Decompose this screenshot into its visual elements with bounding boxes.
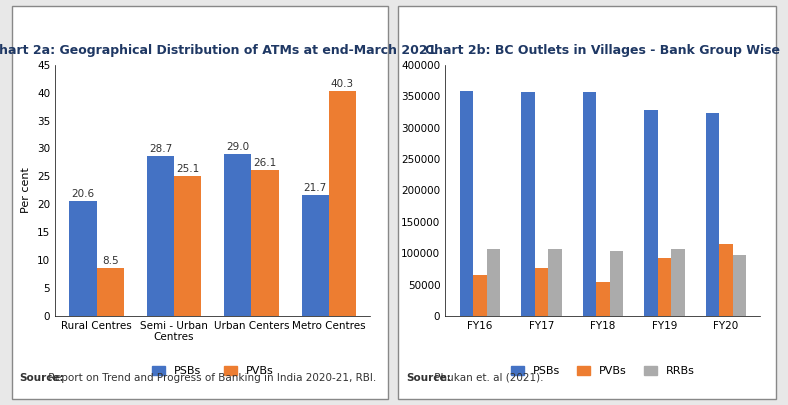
Bar <box>719 244 733 316</box>
Title: Chart 2b: BC Outlets in Villages - Bank Group Wise: Chart 2b: BC Outlets in Villages - Bank … <box>426 44 780 57</box>
Bar <box>473 275 487 316</box>
Bar <box>174 176 201 316</box>
Title: Chart 2a: Geographical Distribution of ATMs at end-March 2021: Chart 2a: Geographical Distribution of A… <box>0 44 436 57</box>
Text: 29.0: 29.0 <box>226 142 250 152</box>
Bar <box>657 258 671 316</box>
Legend: PSBs, PVBs: PSBs, PVBs <box>147 361 278 381</box>
Bar <box>671 249 685 316</box>
Bar <box>534 268 548 316</box>
Text: 25.1: 25.1 <box>176 164 199 174</box>
Bar <box>69 201 97 316</box>
Bar <box>521 92 534 316</box>
Bar <box>705 113 719 316</box>
Text: Source:: Source: <box>20 373 65 383</box>
Bar <box>644 110 657 316</box>
Bar <box>225 154 251 316</box>
Text: 40.3: 40.3 <box>331 79 354 89</box>
Bar <box>487 249 500 316</box>
Y-axis label: Per cent: Per cent <box>21 167 32 213</box>
Text: 20.6: 20.6 <box>72 189 95 199</box>
Bar <box>147 156 174 316</box>
Text: Report on Trend and Progress of Banking in India 2020-21, RBI.: Report on Trend and Progress of Banking … <box>44 373 376 383</box>
Text: Source:: Source: <box>406 373 451 383</box>
Bar <box>97 269 124 316</box>
Text: 21.7: 21.7 <box>303 183 327 193</box>
Bar <box>251 170 279 316</box>
Bar <box>459 91 473 316</box>
Legend: PSBs, PVBs, RRBs: PSBs, PVBs, RRBs <box>507 361 699 381</box>
Text: 28.7: 28.7 <box>149 143 172 153</box>
Text: Phukan et. al (2021).: Phukan et. al (2021). <box>430 373 543 383</box>
Text: 8.5: 8.5 <box>102 256 118 266</box>
Bar <box>733 255 746 316</box>
Bar <box>548 249 562 316</box>
Bar <box>610 251 623 316</box>
Text: 26.1: 26.1 <box>254 158 277 168</box>
Bar <box>596 282 610 316</box>
Bar <box>302 195 329 316</box>
Bar <box>329 91 356 316</box>
Bar <box>582 92 596 316</box>
